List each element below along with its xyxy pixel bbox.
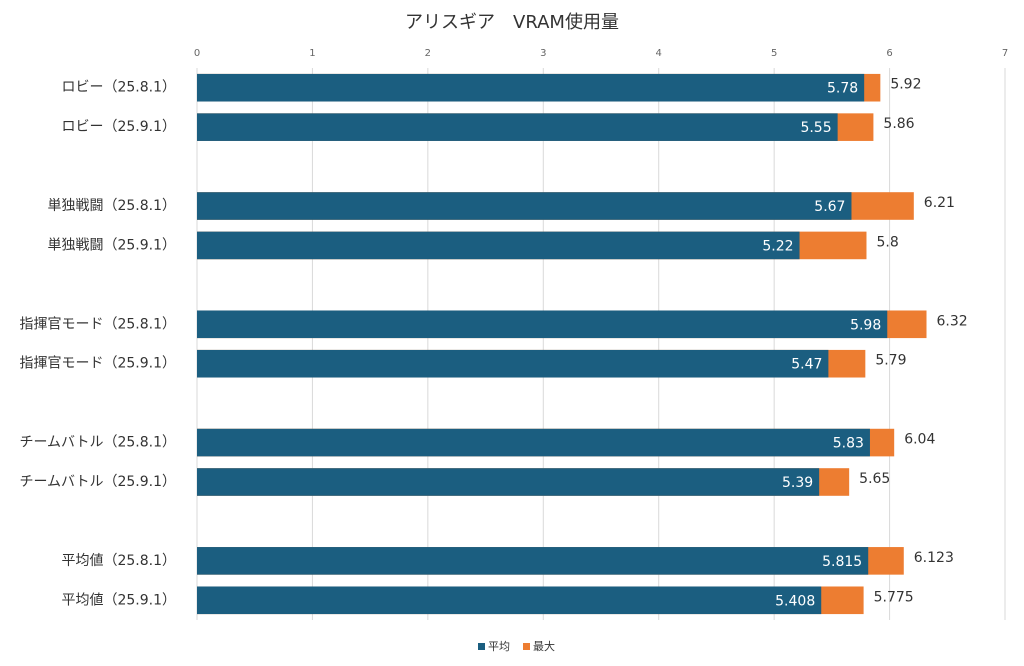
x-tick-label: 3 <box>540 48 546 59</box>
bar <box>197 113 838 141</box>
bar <box>197 586 822 615</box>
y-tick-label: 単独戦闘（25.8.1） <box>47 198 176 214</box>
y-tick-label: 指揮官モード（25.8.1） <box>19 316 176 332</box>
x-tick-label: 1 <box>309 48 315 59</box>
data-label: 5.65 <box>859 471 890 487</box>
data-label: 5.78 <box>827 81 858 97</box>
y-tick-label: ロビー（25.8.1） <box>61 80 176 96</box>
x-tick-label: 6 <box>886 48 892 59</box>
x-tick-label: 4 <box>656 48 662 59</box>
bar <box>197 310 888 339</box>
chart-title: アリスギア VRAM使用量 <box>405 12 619 33</box>
data-label: 5.39 <box>782 475 813 491</box>
y-tick-label: チームバトル（25.9.1） <box>19 474 176 490</box>
y-tick-label: チームバトル（25.8.1） <box>19 435 176 451</box>
y-tick-label: 単独戦闘（25.9.1） <box>47 237 176 253</box>
data-label: 6.32 <box>937 313 968 329</box>
y-tick-label: ロビー（25.9.1） <box>61 119 176 135</box>
y-tick-label: 平均値（25.8.1） <box>61 553 176 569</box>
legend-label: 最大 <box>533 639 555 653</box>
legend-swatch <box>478 643 485 650</box>
bar <box>197 192 852 220</box>
bar <box>197 73 865 102</box>
x-tick-label: 7 <box>1002 48 1008 59</box>
data-label: 5.815 <box>822 554 862 570</box>
data-label: 5.79 <box>875 353 906 369</box>
data-label: 5.67 <box>814 199 845 215</box>
bar <box>197 468 820 496</box>
data-label: 5.22 <box>762 238 793 254</box>
data-label: 5.83 <box>833 436 864 452</box>
x-tick-label: 2 <box>425 48 431 59</box>
x-tick-label: 0 <box>194 48 200 59</box>
legend-label: 平均 <box>488 640 510 653</box>
data-label: 5.55 <box>800 120 831 136</box>
bar <box>197 547 869 575</box>
bar <box>197 349 829 378</box>
y-tick-label: 平均値（25.9.1） <box>61 592 176 608</box>
data-label: 6.04 <box>904 432 935 448</box>
data-label: 5.775 <box>874 589 914 605</box>
data-label: 5.47 <box>791 357 822 373</box>
legend-swatch <box>523 643 530 650</box>
data-label: 5.98 <box>850 317 881 333</box>
data-label: 5.408 <box>775 593 815 609</box>
x-tick-label: 5 <box>771 48 777 59</box>
bar <box>197 428 870 457</box>
data-label: 5.86 <box>883 116 914 132</box>
y-tick-label: 指揮官モード（25.9.1） <box>19 356 176 372</box>
data-label: 6.123 <box>914 550 954 566</box>
bar <box>197 231 800 260</box>
data-label: 5.8 <box>876 234 898 250</box>
data-label: 6.21 <box>924 195 955 211</box>
data-label: 5.92 <box>890 77 921 93</box>
